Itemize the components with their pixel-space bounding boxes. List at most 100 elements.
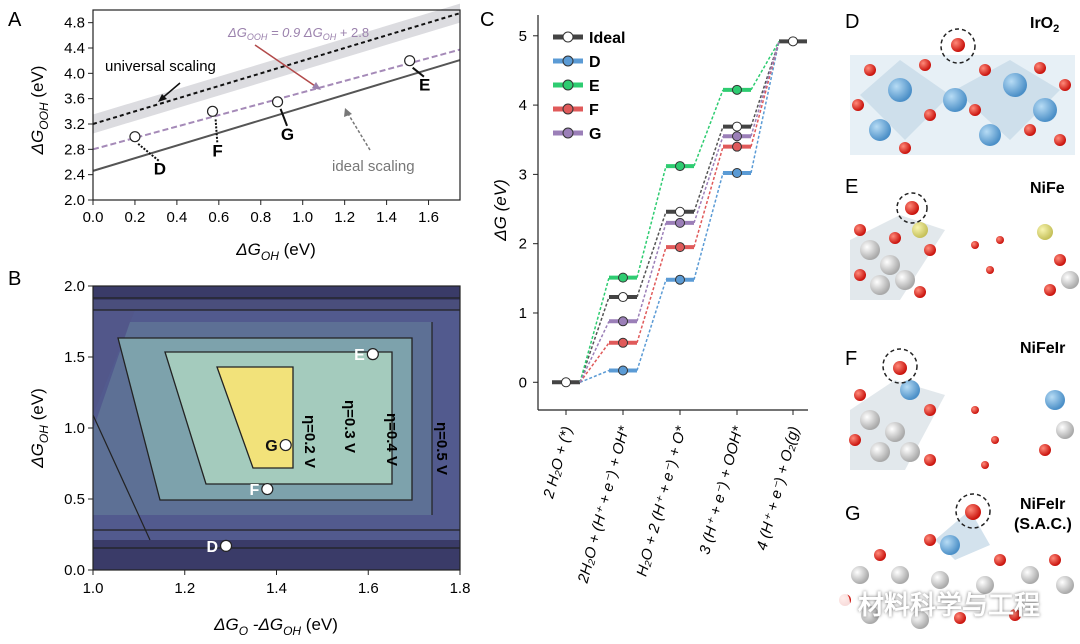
level-marker [675,217,685,228]
panel-a-equation: ΔGOOH = 0.9 ΔGOH + 2.8 [227,25,369,42]
step-label: 2H₂O + (H⁺ + e⁻) + OH* [574,424,633,586]
series-D [579,41,780,383]
contour-label-0-5: η=0.5 V [433,422,450,475]
y-tick-label: 2.4 [64,167,85,184]
wechat-icon [820,588,850,618]
connector [636,211,667,298]
legend-marker [562,79,574,91]
connector [636,222,667,322]
connector [579,369,610,383]
y-tick-label: 0.5 [64,491,85,508]
level-marker [618,272,628,283]
ideal-arrow [346,111,371,151]
map-point-label-G: G [265,438,277,455]
x-tick-label: 1.8 [450,580,471,597]
panel-b-contour-map [92,286,460,570]
nife-structure-image [850,192,1079,300]
panel-c-label: C [480,9,494,31]
step-label: 4 (H⁺ + e⁻) + O₂(g) [753,425,802,552]
map-point-E [366,348,379,361]
legend-label: G [589,126,601,143]
active-site-marker [955,493,991,529]
panel-d-title: IrO2 [1030,15,1059,35]
connector [693,136,724,224]
active-site-marker [882,348,918,384]
ideal-arrow-head [344,108,352,117]
point-label-F: F [212,141,222,160]
x-tick-label: 1.2 [334,209,355,226]
level-marker [732,168,742,178]
panel-a-label: A [8,9,22,31]
series-Ideal [552,36,807,388]
connector [693,146,724,248]
level-marker [675,161,685,172]
panel-c-y-ticks: 0 1 2 3 4 5 [519,28,794,415]
watermark-text: 材料科学与工程 [858,590,1041,621]
x-tick-label: 1.6 [358,580,379,597]
nifeir-structure-image [849,348,1074,470]
connector [693,89,724,167]
point-arrow-E [412,66,425,78]
point-E [404,55,416,67]
x-tick-label: 0.2 [125,209,146,226]
scaling-line-ideal-scaling [92,59,461,172]
y-tick-label: 3.6 [64,91,85,108]
y-tick-label: 4.4 [64,40,85,57]
panel-g-subtitle: (S.A.C.) [1014,516,1072,533]
nifeir-sac-structure-image [839,493,1074,629]
y-tick-label: 2.0 [64,278,85,295]
map-point-F [261,482,274,496]
panel-a-x-axis-label: ΔGOH (eV) [235,240,315,263]
level-marker [732,84,742,95]
y-tick-label: 4.0 [64,65,85,82]
equation-arrow-head [312,82,321,90]
iro2-structure-image [850,28,1075,155]
equation-arrow [254,44,319,89]
legend-marker [562,31,574,43]
y-tick-label: 2.8 [64,141,85,158]
y-tick-label: 3.2 [64,116,85,133]
step-label: 2 H₂O + (*) [540,425,576,502]
legend-marker [562,55,574,67]
point-D [129,131,141,143]
panel-b-label: B [8,268,21,290]
point-arrow-F [214,118,219,143]
connector [750,40,780,91]
legend-label: E [589,78,600,95]
panel-a-x-ticks: 0.0 0.2 0.4 0.6 0.8 1.0 1.2 1.4 1.6 [83,200,439,226]
y-tick-label: 4 [519,97,527,114]
x-tick-label: 1.2 [174,580,195,597]
series-G [579,41,780,383]
panel-a-universal-scaling-label: universal scaling [105,58,216,75]
y-tick-label: 3 [519,166,527,183]
y-tick-label: 1.5 [64,349,85,366]
panel-d: D IrO2 [845,11,1075,155]
panel-d-label: D [845,11,859,33]
y-tick-label: 2.0 [64,192,85,209]
panel-a-y-ticks: 2.0 2.4 2.8 3.2 3.6 4.0 4.4 4.8 [64,15,93,209]
connector [693,172,724,280]
panel-f-title: NiFeIr [1020,340,1065,357]
panel-f-label: F [845,348,857,370]
x-tick-label: 0.8 [250,209,271,226]
connector [636,246,667,343]
active-site-marker [896,192,928,224]
connector [579,296,610,383]
y-tick-label: 4.8 [64,15,85,32]
connector [636,165,667,278]
x-tick-label: 0.4 [166,209,187,226]
y-tick-label: 0.0 [64,562,85,579]
connector [579,320,610,383]
level-marker [732,121,742,132]
step-label: 3 (H⁺ + e⁻) + OOH* [696,424,747,557]
panel-f: F NiFeIr [845,340,1074,470]
connector [693,126,724,213]
level-marker [675,206,685,217]
panel-b-y-ticks: 0.0 0.5 1.0 1.5 2.0 [64,278,93,579]
x-tick-label: 1.6 [418,209,439,226]
x-tick-label: 0.0 [83,209,104,226]
level-marker [618,316,628,327]
series-E [579,40,780,383]
level-marker [675,274,685,285]
connector [750,41,780,137]
